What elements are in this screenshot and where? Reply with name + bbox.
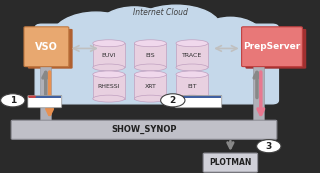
FancyBboxPatch shape [175, 95, 222, 108]
Circle shape [33, 96, 35, 97]
Bar [134, 43, 166, 67]
Ellipse shape [176, 95, 208, 102]
Bar [176, 74, 208, 99]
Circle shape [31, 96, 33, 97]
Bar [134, 74, 166, 99]
Circle shape [178, 96, 180, 97]
Text: 3: 3 [266, 142, 272, 151]
Text: PLOTMAN: PLOTMAN [209, 158, 252, 167]
Bar [176, 96, 221, 98]
Bar [93, 43, 125, 67]
Ellipse shape [93, 64, 125, 71]
Bar [93, 74, 125, 99]
Circle shape [29, 96, 31, 97]
Text: PrepServer: PrepServer [244, 42, 300, 51]
FancyBboxPatch shape [24, 27, 69, 67]
Ellipse shape [134, 64, 166, 71]
Ellipse shape [93, 71, 125, 78]
Bar [176, 43, 208, 67]
Bar [40, 66, 51, 121]
Text: EUVI: EUVI [101, 53, 116, 58]
FancyBboxPatch shape [28, 95, 62, 108]
Text: VSO: VSO [35, 42, 58, 52]
Ellipse shape [93, 40, 125, 47]
Text: 2: 2 [170, 96, 176, 105]
Bar [29, 96, 61, 98]
Ellipse shape [131, 5, 221, 50]
Circle shape [1, 94, 25, 107]
Circle shape [257, 140, 281, 153]
Circle shape [161, 94, 185, 107]
FancyBboxPatch shape [203, 153, 258, 172]
Circle shape [180, 96, 182, 97]
FancyBboxPatch shape [28, 29, 73, 69]
Ellipse shape [176, 64, 208, 71]
Text: EIS: EIS [146, 53, 155, 58]
Text: SHOW_SYNOP: SHOW_SYNOP [111, 125, 177, 134]
Ellipse shape [134, 71, 166, 78]
Ellipse shape [93, 95, 125, 102]
Ellipse shape [195, 17, 266, 66]
Circle shape [176, 96, 178, 97]
FancyBboxPatch shape [11, 120, 277, 139]
Ellipse shape [134, 95, 166, 102]
Ellipse shape [77, 12, 243, 85]
Text: TRACE: TRACE [182, 53, 202, 58]
Ellipse shape [176, 40, 208, 47]
Text: Internet Cloud: Internet Cloud [132, 8, 188, 17]
Ellipse shape [51, 12, 141, 64]
FancyBboxPatch shape [245, 29, 306, 69]
Ellipse shape [176, 71, 208, 78]
Text: EIT: EIT [187, 84, 197, 89]
Ellipse shape [99, 7, 170, 45]
Text: RHESSI: RHESSI [98, 84, 120, 89]
Ellipse shape [134, 40, 166, 47]
Text: XRT: XRT [144, 84, 156, 89]
FancyBboxPatch shape [242, 27, 302, 67]
FancyBboxPatch shape [35, 24, 278, 104]
Text: 1: 1 [10, 96, 16, 105]
Bar [253, 66, 264, 121]
